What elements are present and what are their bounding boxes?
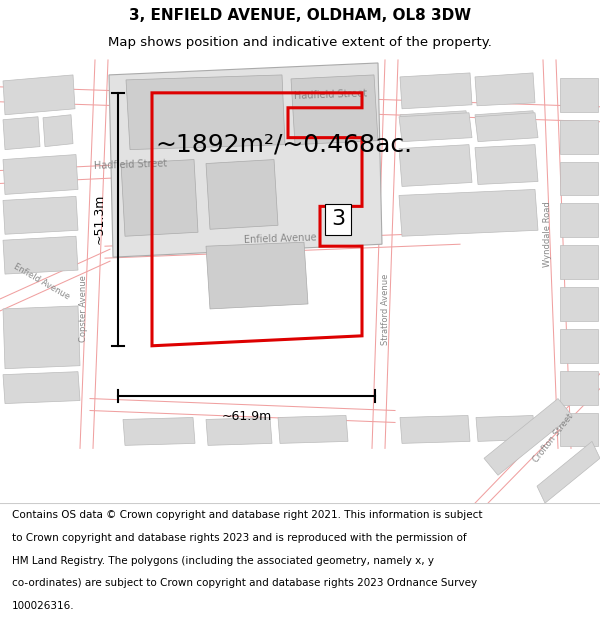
Text: ~51.3m: ~51.3m — [93, 194, 106, 244]
Polygon shape — [206, 418, 272, 446]
Text: Enfield Avenue: Enfield Avenue — [13, 262, 71, 302]
Polygon shape — [206, 159, 278, 229]
Polygon shape — [560, 329, 598, 362]
Polygon shape — [121, 159, 198, 236]
Polygon shape — [475, 144, 538, 184]
Polygon shape — [3, 117, 40, 149]
Polygon shape — [476, 416, 535, 441]
Text: HM Land Registry. The polygons (including the associated geometry, namely x, y: HM Land Registry. The polygons (includin… — [12, 556, 434, 566]
Polygon shape — [560, 78, 598, 112]
Polygon shape — [198, 73, 270, 99]
Polygon shape — [400, 416, 470, 443]
Text: Crofton Street: Crofton Street — [531, 412, 575, 464]
Polygon shape — [560, 120, 598, 154]
Polygon shape — [206, 242, 308, 309]
Polygon shape — [399, 112, 472, 142]
Polygon shape — [123, 418, 195, 446]
Text: to Crown copyright and database rights 2023 and is reproduced with the permissio: to Crown copyright and database rights 2… — [12, 533, 467, 543]
Polygon shape — [109, 63, 382, 257]
Polygon shape — [560, 412, 598, 446]
Polygon shape — [475, 73, 535, 106]
Text: Contains OS data © Crown copyright and database right 2021. This information is : Contains OS data © Crown copyright and d… — [12, 511, 482, 521]
Text: 3: 3 — [331, 209, 345, 229]
Polygon shape — [3, 75, 75, 115]
Polygon shape — [400, 73, 472, 109]
Polygon shape — [43, 115, 73, 147]
Polygon shape — [291, 75, 378, 144]
Text: Map shows position and indicative extent of the property.: Map shows position and indicative extent… — [108, 36, 492, 49]
Polygon shape — [116, 73, 195, 102]
Polygon shape — [560, 371, 598, 404]
Text: Copster Avenue: Copster Avenue — [79, 276, 89, 342]
Polygon shape — [126, 75, 285, 149]
Polygon shape — [3, 306, 80, 369]
Polygon shape — [3, 372, 80, 404]
Polygon shape — [484, 399, 572, 475]
Text: 100026316.: 100026316. — [12, 601, 74, 611]
Polygon shape — [3, 196, 78, 234]
Text: Wynddale Road: Wynddale Road — [544, 201, 553, 267]
Text: 3, ENFIELD AVENUE, OLDHAM, OL8 3DW: 3, ENFIELD AVENUE, OLDHAM, OL8 3DW — [129, 8, 471, 23]
Polygon shape — [276, 99, 350, 120]
Text: Enfield Avenue: Enfield Avenue — [244, 233, 317, 246]
Polygon shape — [3, 154, 78, 194]
Polygon shape — [276, 73, 355, 97]
Polygon shape — [475, 111, 535, 127]
Text: co-ordinates) are subject to Crown copyright and database rights 2023 Ordnance S: co-ordinates) are subject to Crown copyr… — [12, 578, 477, 588]
Polygon shape — [3, 236, 78, 274]
Text: ~61.9m: ~61.9m — [221, 409, 272, 422]
Polygon shape — [560, 245, 598, 279]
Polygon shape — [399, 189, 538, 236]
Polygon shape — [475, 112, 538, 142]
Text: Hadfield Street: Hadfield Street — [293, 89, 367, 101]
Polygon shape — [537, 441, 600, 503]
Text: Stratford Avenue: Stratford Avenue — [382, 273, 391, 344]
Polygon shape — [400, 111, 468, 129]
Text: Hadfield Street: Hadfield Street — [93, 158, 167, 171]
Polygon shape — [560, 287, 598, 321]
Polygon shape — [126, 105, 192, 122]
Polygon shape — [560, 203, 598, 238]
Text: ~1892m²/~0.468ac.: ~1892m²/~0.468ac. — [155, 132, 412, 157]
Polygon shape — [278, 416, 348, 443]
Polygon shape — [560, 161, 598, 196]
Polygon shape — [399, 144, 472, 186]
